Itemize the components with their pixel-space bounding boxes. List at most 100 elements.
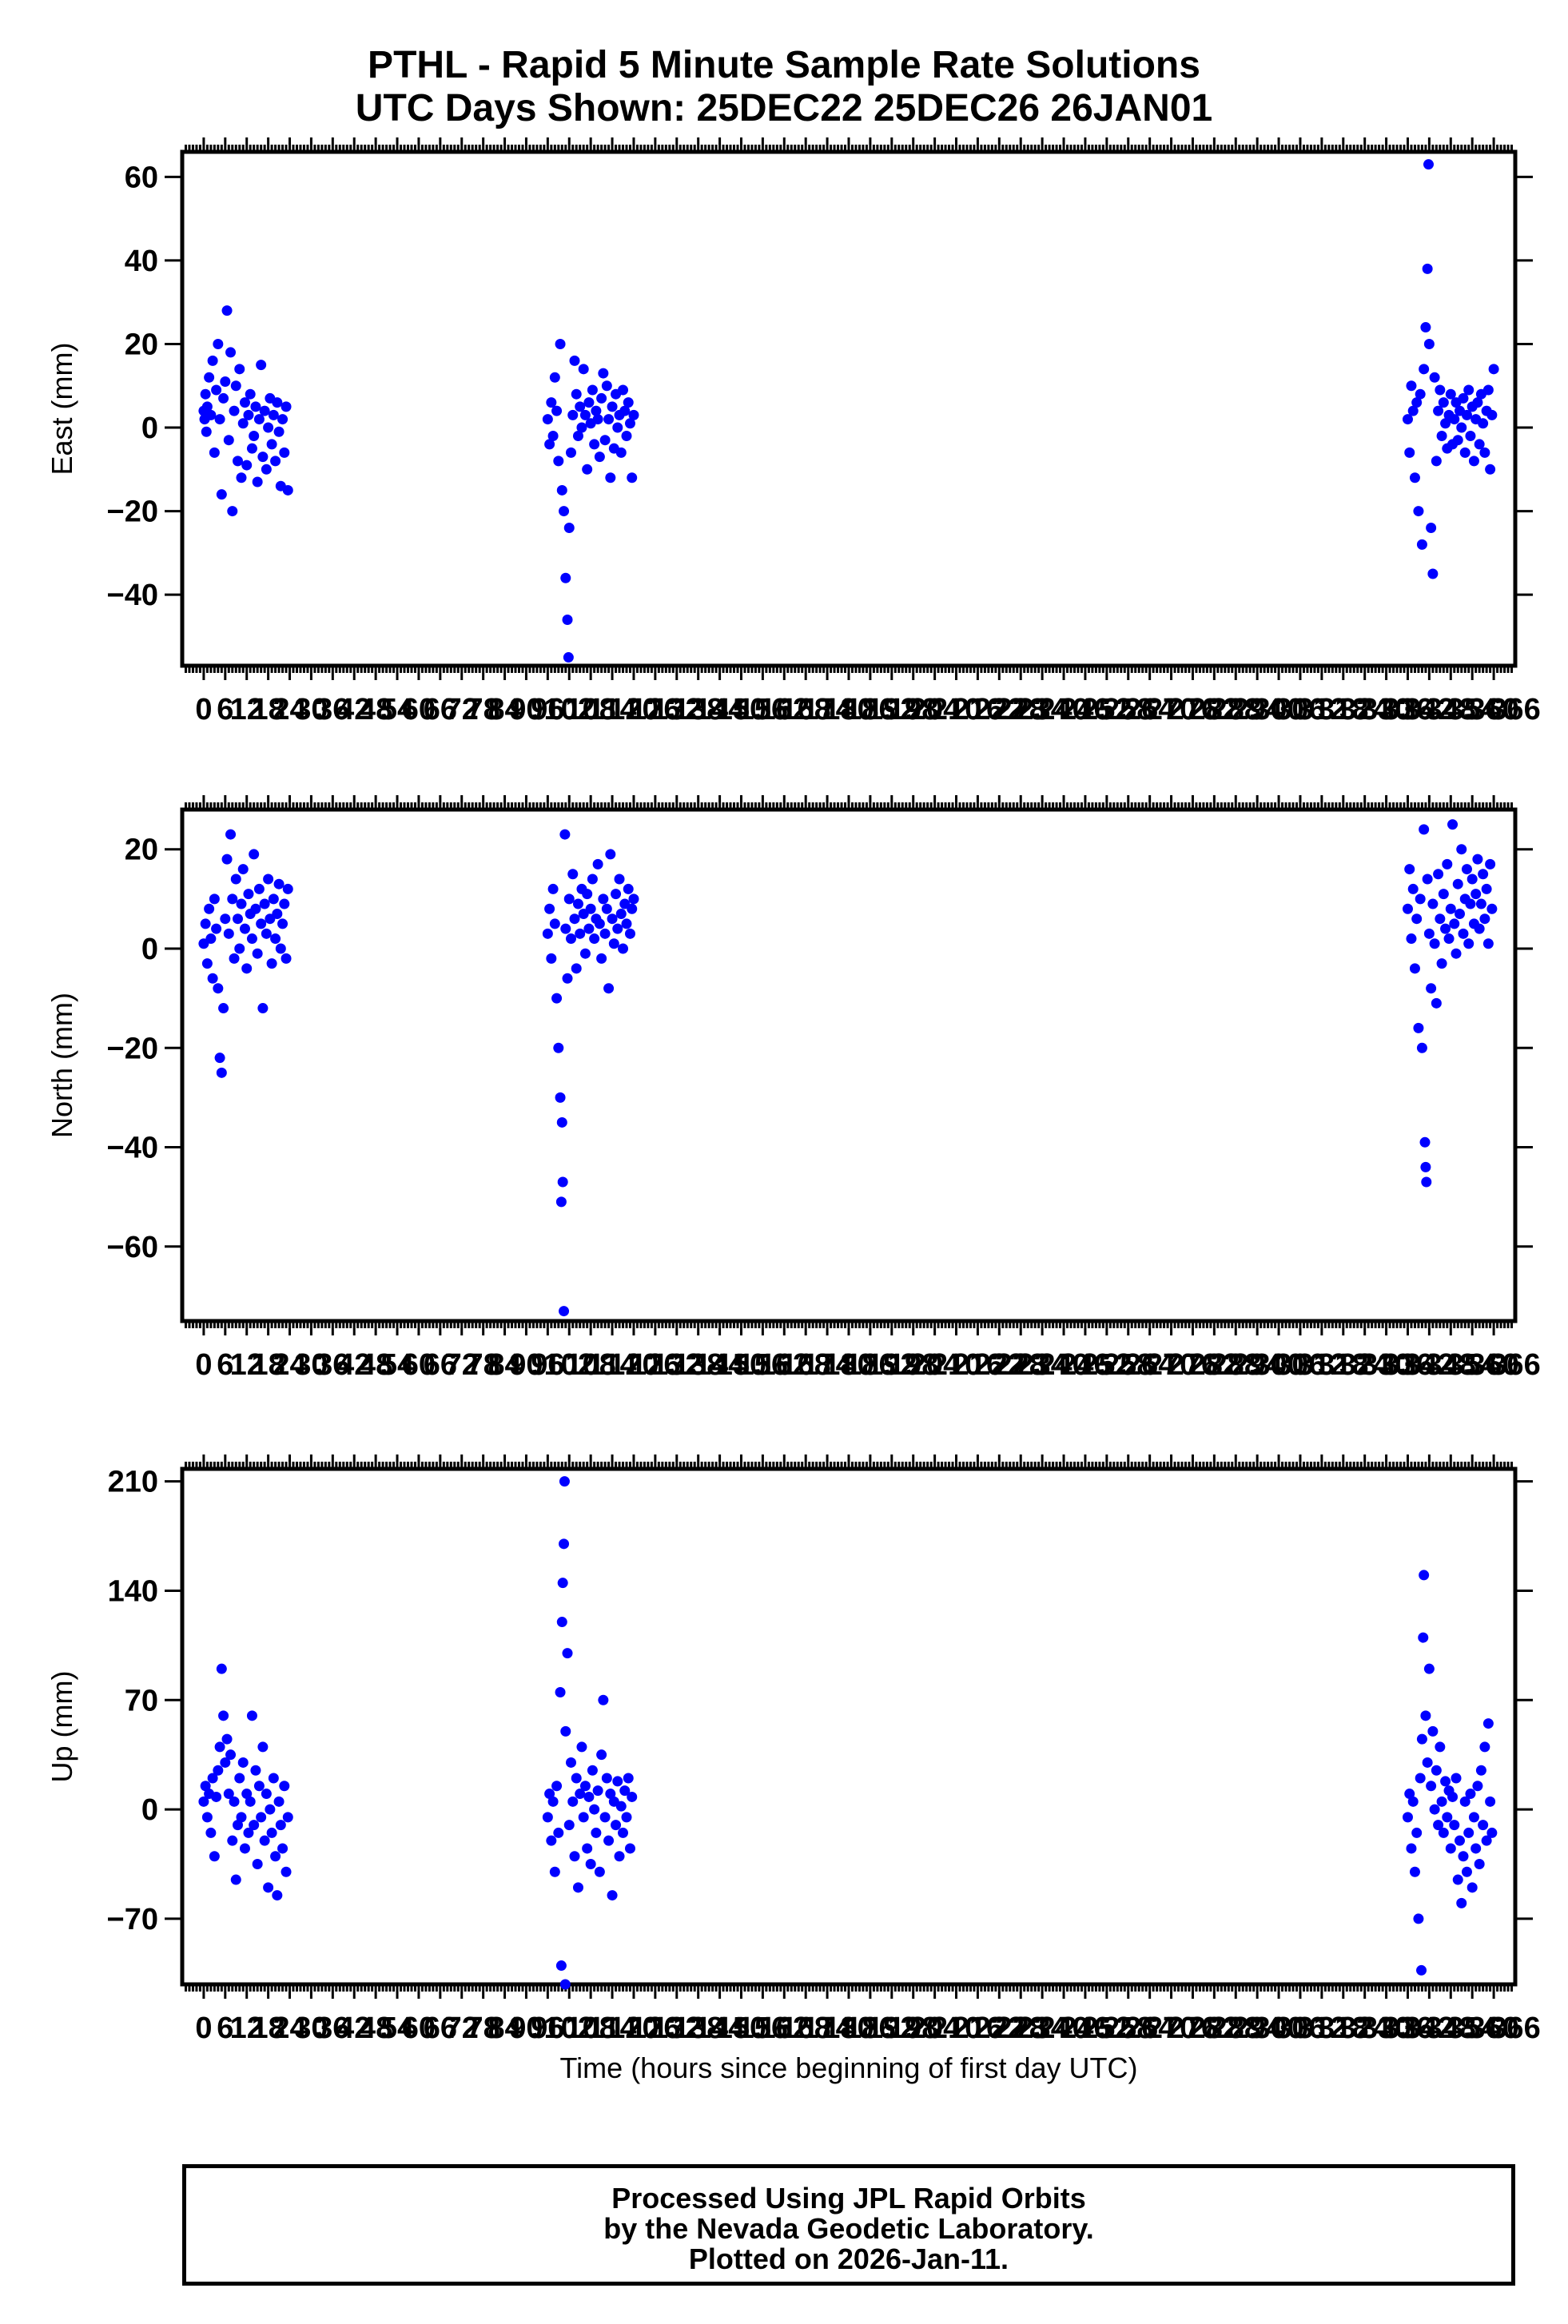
- data-point: [585, 903, 596, 914]
- data-point: [549, 918, 560, 929]
- data-point: [591, 1827, 602, 1838]
- data-point: [1482, 1718, 1494, 1729]
- x-tick-label: 276: [1168, 1348, 1218, 1382]
- data-point: [1431, 997, 1442, 1009]
- x-tick-label: 90: [509, 693, 543, 726]
- data-point: [1449, 414, 1460, 425]
- data-point: [1438, 397, 1449, 408]
- data-point: [601, 1773, 612, 1784]
- data-point: [234, 943, 245, 954]
- data-point: [628, 409, 639, 420]
- data-point: [557, 1578, 568, 1589]
- data-point: [270, 933, 281, 945]
- data-point: [263, 422, 274, 433]
- data-point: [230, 873, 241, 885]
- x-tick-label: 234: [1017, 1348, 1067, 1382]
- data-point: [1436, 1796, 1447, 1807]
- x-tick-label: 24: [273, 1348, 306, 1382]
- footer-line1: Processed Using JPL Rapid Orbits: [611, 2182, 1086, 2215]
- data-point: [205, 1827, 217, 1838]
- data-point: [563, 522, 575, 533]
- data-point: [1423, 338, 1435, 349]
- x-tick-label: 60: [402, 1348, 436, 1382]
- x-tick-label: 12: [230, 2012, 264, 2045]
- x-tick-label: 72: [445, 693, 479, 726]
- x-tick-label: 120: [608, 1348, 659, 1382]
- data-point: [621, 918, 632, 929]
- x-tick-label: 186: [845, 1348, 895, 1382]
- data-point: [546, 1835, 557, 1846]
- data-point: [555, 1960, 567, 1972]
- data-point: [1485, 464, 1496, 475]
- x-tick-label: 168: [780, 693, 830, 726]
- data-point: [547, 883, 559, 894]
- data-point: [591, 405, 602, 416]
- x-tick-label: 84: [488, 693, 521, 726]
- data-point: [201, 426, 212, 437]
- data-point: [1456, 844, 1467, 855]
- data-point: [257, 1741, 269, 1753]
- plots-svg: 0 612182430364248546066727884909610210811…: [46, 137, 1541, 2084]
- x-tick-label: 66: [424, 693, 457, 726]
- x-tick-label: 360: [1468, 1348, 1518, 1382]
- data-point: [1420, 1710, 1431, 1721]
- data-point: [272, 397, 283, 408]
- data-point: [1422, 1757, 1433, 1768]
- data-point: [201, 401, 213, 412]
- data-point: [281, 401, 292, 412]
- data-point: [1479, 1741, 1490, 1753]
- data-point: [1451, 948, 1462, 959]
- data-point: [256, 360, 267, 371]
- data-point: [571, 1773, 582, 1784]
- data-point: [1429, 1804, 1440, 1815]
- x-tick-label: 294: [1232, 693, 1282, 726]
- data-point: [216, 1663, 227, 1674]
- data-point: [1485, 858, 1496, 870]
- data-point: [239, 923, 250, 934]
- y-tick-label: −70: [107, 1903, 158, 1936]
- data-point: [551, 1781, 563, 1792]
- plot-frame-north: [180, 807, 1518, 1323]
- data-point: [1465, 430, 1476, 441]
- x-tick-label: 264: [1124, 2012, 1175, 2045]
- x-tick-label: 168: [780, 1348, 830, 1382]
- data-point: [1416, 1964, 1427, 1976]
- data-point: [571, 963, 582, 974]
- x-tick-label: 174: [802, 693, 852, 726]
- data-point: [1442, 1812, 1453, 1823]
- data-point: [571, 388, 582, 400]
- x-tick-label: 228: [996, 1348, 1046, 1382]
- data-point: [551, 405, 563, 416]
- x-tick-label: 318: [1318, 693, 1368, 726]
- data-point: [1467, 873, 1478, 885]
- data-point: [594, 452, 605, 463]
- data-point: [587, 384, 598, 396]
- data-point: [227, 506, 238, 517]
- data-point: [237, 1757, 249, 1768]
- data-point: [233, 456, 243, 467]
- data-point: [607, 401, 618, 412]
- data-point: [553, 456, 564, 467]
- data-point: [614, 873, 625, 885]
- x-tick-label: 246: [1060, 2012, 1110, 2045]
- data-point: [1468, 456, 1479, 467]
- points-east: [198, 159, 1499, 663]
- data-point: [1422, 873, 1433, 885]
- x-tick-label: 210: [931, 693, 981, 726]
- data-point: [559, 1979, 571, 1990]
- data-point: [1404, 1789, 1415, 1800]
- data-point: [566, 933, 576, 945]
- x-tick-label: 162: [759, 1348, 810, 1382]
- data-point: [569, 913, 580, 925]
- x-tick-label: 198: [888, 2012, 938, 2045]
- data-point: [1456, 422, 1467, 433]
- data-point: [261, 1789, 272, 1800]
- y-axis-title-east: East (mm): [46, 343, 78, 476]
- data-point: [236, 898, 247, 909]
- data-point: [1429, 372, 1440, 383]
- data-point: [281, 1866, 292, 1877]
- x-tick-label: 108: [565, 1348, 615, 1382]
- x-tick-label: 0: [195, 2012, 212, 2045]
- x-tick-label: 120: [608, 693, 659, 726]
- data-point: [599, 435, 611, 446]
